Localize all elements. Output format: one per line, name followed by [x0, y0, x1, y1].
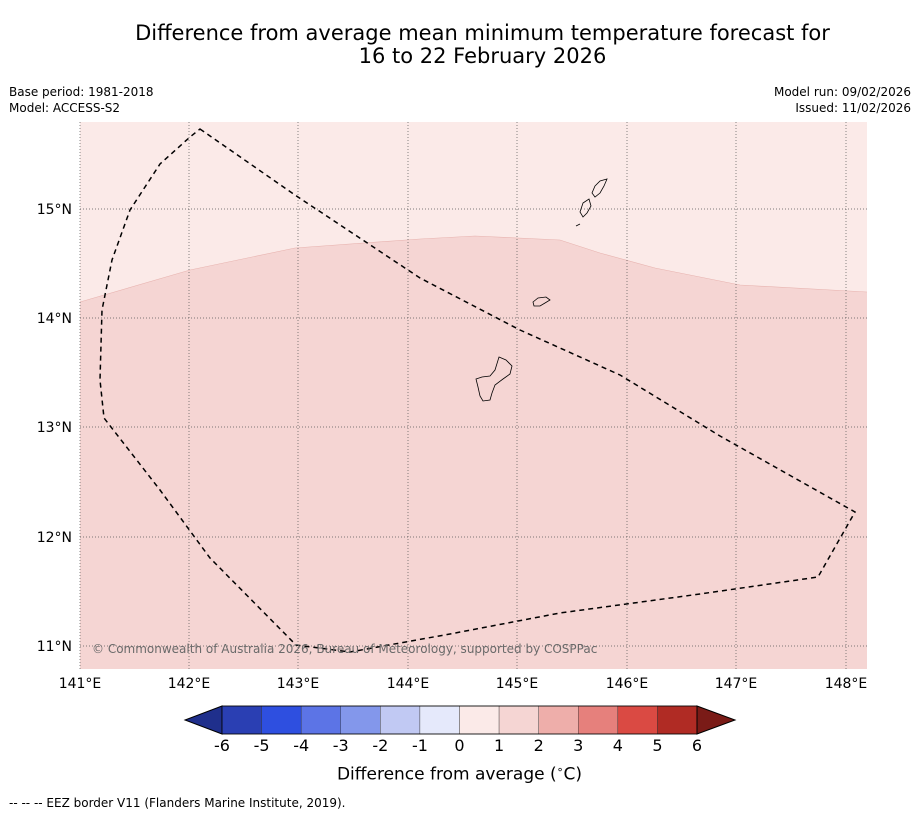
colorbar-tick-label: 6: [692, 736, 702, 755]
colorbar-segment: [380, 705, 421, 735]
lat-label-15: 15°N: [37, 202, 72, 218]
colorbar-tick-label: 3: [573, 736, 583, 755]
base-period: Base period: 1981-2018: [9, 85, 154, 99]
islands: [475, 178, 608, 402]
map-title-line1: Difference from average mean minimum tem…: [135, 21, 830, 45]
colorbar: -6 -5 -4 -3 -2 -1 0 1 2 3 4 5 6: [183, 705, 737, 755]
model-name: Model: ACCESS-S2: [9, 101, 121, 115]
band-boundary: [79, 235, 868, 303]
lon-label-147: 147°E: [715, 676, 758, 692]
colorbar-tick-label: -6: [214, 736, 230, 755]
meta-right: Model run: 09/02/2026 Issued: 11/02/2026: [774, 84, 911, 116]
colorbar-segment: [221, 705, 262, 735]
colorbar-tick-label: 2: [534, 736, 544, 755]
meta-left: Base period: 1981-2018 Model: ACCESS-S2: [9, 84, 154, 116]
lon-label-145: 145°E: [496, 676, 539, 692]
eez-border: [99, 128, 857, 653]
colorbar-title: Difference from average (∘C): [0, 763, 919, 785]
colorbar-segment: [459, 705, 500, 735]
colorbar-segment: [538, 705, 579, 735]
colorbar-segment: [578, 705, 619, 735]
lat-label-11: 11°N: [37, 639, 72, 655]
colorbar-segment: [498, 705, 539, 735]
colorbar-tick-label: -5: [254, 736, 270, 755]
colorbar-tick-label: 5: [652, 736, 662, 755]
map-title: Difference from average mean minimum tem…: [120, 22, 845, 68]
lon-label-148: 148°E: [825, 676, 868, 692]
colorbar-segments: [221, 705, 698, 735]
island-guam: [475, 356, 513, 402]
colorbar-segment: [617, 705, 658, 735]
lon-label-142: 142°E: [168, 676, 211, 692]
lon-label-146: 146°E: [606, 676, 649, 692]
colorbar-labels: -6 -5 -4 -3 -2 -1 0 1 2 3 4 5 6: [214, 736, 702, 755]
lon-label-141: 141°E: [59, 676, 102, 692]
colorbar-segment: [657, 705, 698, 735]
colorbar-tick-label: 1: [494, 736, 504, 755]
colorbar-frame: [221, 705, 698, 735]
model-run: Model run: 09/02/2026: [773, 85, 911, 99]
colorbar-segment: [261, 705, 302, 735]
lower-anomaly-band: [80, 236, 867, 669]
colorbar-segment: [419, 705, 460, 735]
colorbar-segment: [300, 705, 341, 735]
lon-labels: 141°E 142°E 143°E 144°E 145°E 146°E 147°…: [59, 676, 868, 692]
lat-label-14: 14°N: [37, 311, 72, 327]
lon-label-144: 144°E: [387, 676, 430, 692]
island-saipan: [591, 178, 608, 198]
colorbar-segment: [340, 705, 381, 735]
map-title-line2: 16 to 22 February 2026: [358, 44, 607, 68]
colorbar-tick-label: -1: [412, 736, 428, 755]
lat-label-13: 13°N: [37, 420, 72, 436]
island-aguijan: [575, 223, 581, 227]
colorbar-tick-label: 4: [613, 736, 623, 755]
colorbar-tick-label: 0: [454, 736, 464, 755]
colorbar-tick-label: -2: [372, 736, 388, 755]
copyright-notice: © Commonwealth of Australia 2026, Bureau…: [92, 642, 597, 656]
colorbar-title-suffix: C): [563, 764, 583, 785]
island-tinian: [579, 198, 592, 218]
lat-label-12: 12°N: [37, 530, 72, 546]
colorbar-title-text: Difference from average (: [336, 764, 557, 785]
eez-legend: -- -- -- EEZ border V11 (Flanders Marine…: [9, 796, 346, 810]
degree-symbol: ∘: [556, 763, 564, 776]
island-rota: [532, 296, 551, 307]
colorbar-tick-label: -3: [333, 736, 349, 755]
issued-date: Issued: 11/02/2026: [795, 101, 911, 115]
colorbar-extend-low: [183, 705, 223, 735]
lat-labels: 15°N 14°N 13°N 12°N 11°N: [37, 202, 72, 655]
lon-label-143: 143°E: [277, 676, 320, 692]
colorbar-tick-label: -4: [293, 736, 309, 755]
graticule: [79, 122, 867, 669]
colorbar-extend-high: [696, 705, 737, 735]
